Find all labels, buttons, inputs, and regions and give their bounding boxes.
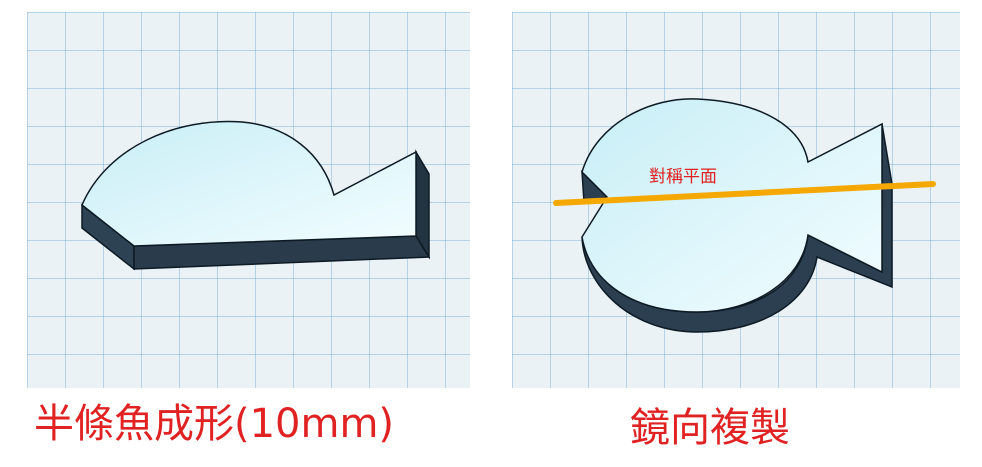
symmetry-plane-line	[553, 181, 936, 206]
left-viewport	[27, 12, 470, 388]
right-caption: 鏡向複製	[630, 405, 790, 451]
right-viewport	[512, 12, 960, 388]
full-fish-model	[553, 98, 936, 333]
half-fish-top-face	[81, 120, 417, 247]
left-caption: 半條魚成形(10mm)	[34, 401, 395, 447]
half-fish-model	[81, 120, 431, 271]
symmetry-plane-label: 對稱平面	[649, 167, 717, 187]
full-fish-top-face	[581, 98, 883, 313]
